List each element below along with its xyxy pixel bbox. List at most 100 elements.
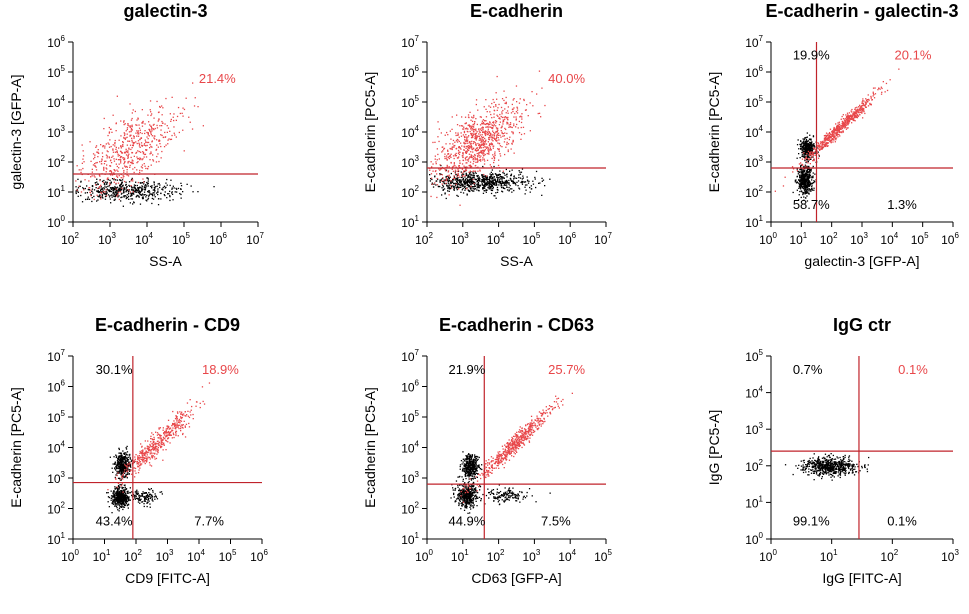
data-point	[173, 132, 175, 134]
data-point	[820, 142, 822, 145]
data-point	[164, 194, 166, 197]
data-point	[493, 157, 496, 160]
data-point	[137, 130, 140, 132]
data-point	[487, 147, 490, 149]
data-point	[497, 164, 500, 167]
data-point	[99, 194, 101, 196]
data-point	[472, 186, 474, 188]
data-point	[493, 176, 495, 178]
data-point	[505, 146, 507, 148]
data-point	[492, 180, 494, 182]
data-point	[457, 187, 459, 189]
data-point	[113, 189, 115, 191]
data-point	[152, 159, 154, 161]
data-point	[501, 125, 503, 127]
data-point	[485, 116, 488, 118]
data-point	[456, 182, 458, 184]
data-point	[129, 458, 131, 460]
data-point	[451, 146, 453, 148]
data-point	[489, 173, 491, 175]
data-point	[488, 149, 491, 151]
data-point	[480, 160, 482, 162]
data-point	[121, 491, 123, 493]
data-point	[493, 165, 495, 168]
data-point	[464, 188, 467, 190]
data-point	[830, 140, 832, 142]
x-axis-label: SS-A	[500, 253, 533, 269]
data-point	[145, 187, 147, 189]
data-point	[151, 495, 153, 498]
data-point	[483, 173, 485, 176]
data-point	[488, 105, 490, 107]
data-point	[116, 179, 119, 181]
data-point	[472, 133, 475, 135]
data-point	[810, 156, 812, 158]
data-point	[494, 132, 496, 134]
data-point	[128, 160, 130, 163]
data-point	[508, 138, 510, 141]
data-point	[114, 145, 116, 147]
data-point	[489, 148, 492, 150]
data-point	[489, 136, 491, 139]
data-point	[114, 495, 116, 497]
data-point	[180, 188, 182, 190]
data-point	[496, 180, 498, 183]
data-point	[113, 178, 115, 180]
data-point	[122, 141, 124, 144]
data-point	[802, 151, 804, 153]
data-point	[169, 138, 172, 141]
data-point	[806, 151, 809, 153]
data-point	[134, 498, 136, 500]
data-point	[144, 498, 147, 500]
data-point	[506, 173, 508, 175]
data-point	[828, 132, 831, 134]
data-point	[532, 105, 534, 107]
data-point	[455, 183, 457, 185]
data-point	[127, 162, 129, 164]
data-point	[808, 188, 810, 190]
data-point	[818, 155, 820, 157]
data-point	[99, 179, 101, 181]
data-point	[171, 192, 173, 194]
data-point	[549, 178, 551, 180]
data-point	[845, 128, 848, 130]
data-point	[803, 171, 805, 173]
data-point	[484, 187, 486, 189]
data-point	[149, 128, 151, 131]
data-point	[472, 134, 474, 136]
data-point	[129, 164, 131, 167]
data-point	[116, 490, 119, 492]
data-point	[488, 186, 490, 188]
data-point	[529, 130, 531, 132]
data-point	[804, 150, 806, 152]
data-point	[104, 191, 106, 193]
data-point	[123, 491, 125, 494]
data-point	[873, 94, 875, 96]
data-point	[432, 186, 435, 188]
data-point	[482, 138, 484, 140]
data-point	[851, 111, 853, 113]
data-point	[120, 499, 122, 501]
data-point	[80, 171, 82, 174]
data-point	[125, 196, 128, 198]
data-point	[154, 493, 156, 495]
data-point	[878, 87, 880, 89]
data-point	[494, 138, 496, 140]
data-point	[820, 146, 822, 148]
data-point	[796, 181, 798, 183]
data-point	[126, 169, 128, 171]
data-point	[473, 155, 475, 157]
data-point	[489, 177, 491, 179]
data-point	[134, 184, 137, 187]
data-point	[460, 182, 462, 184]
data-point	[153, 135, 155, 137]
data-point	[137, 189, 140, 191]
data-point	[527, 180, 529, 182]
data-point	[805, 145, 808, 147]
data-point	[802, 152, 805, 154]
data-point	[827, 139, 829, 141]
data-point	[126, 451, 129, 453]
data-point	[120, 493, 122, 496]
data-point	[526, 176, 528, 178]
data-point	[138, 196, 140, 198]
